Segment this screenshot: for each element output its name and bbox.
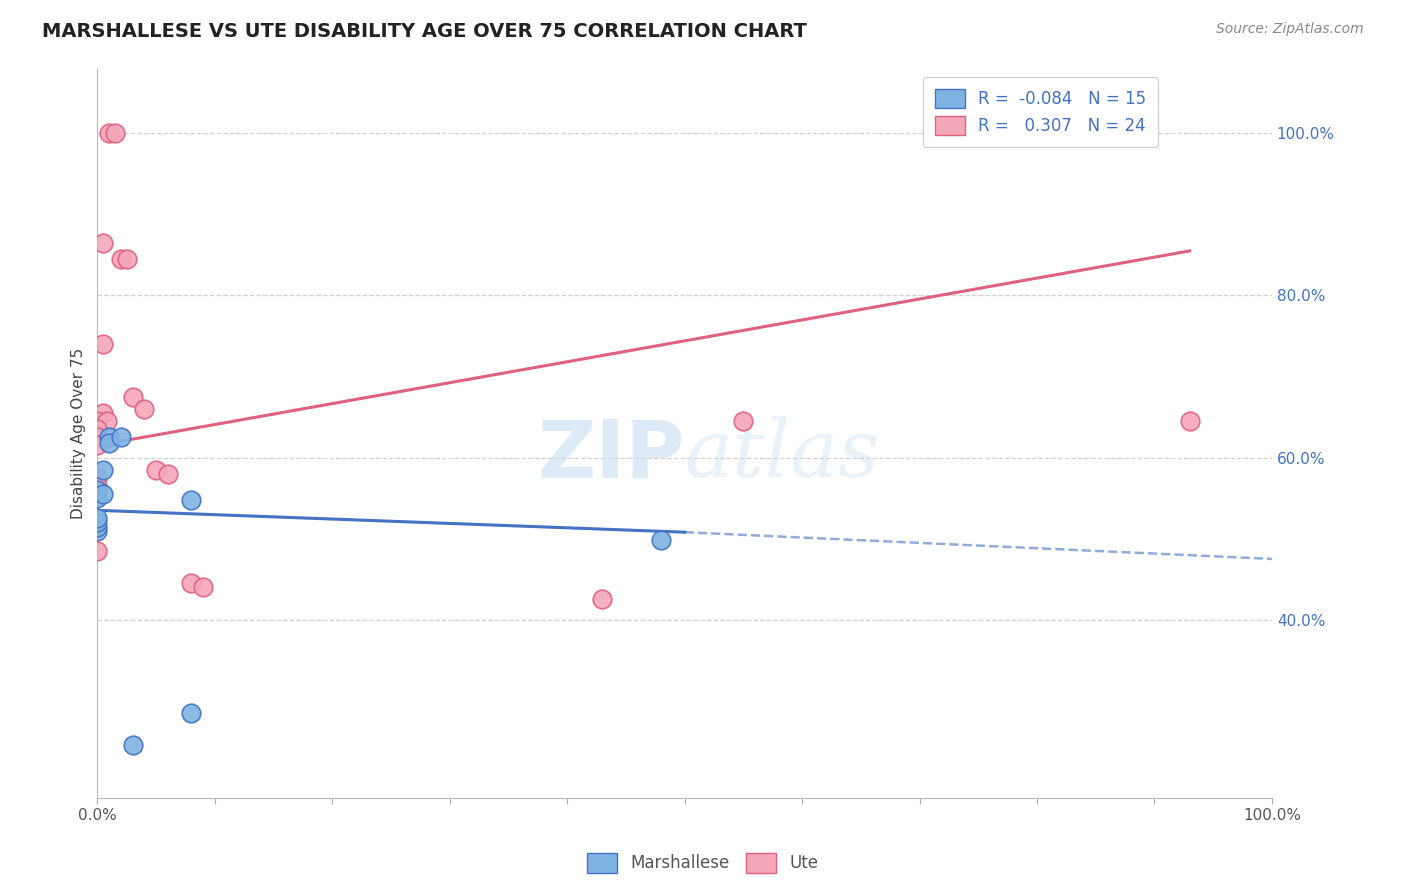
Point: [733, 414, 755, 428]
Y-axis label: Disability Age Over 75: Disability Age Over 75: [72, 348, 86, 519]
Point: [180, 706, 202, 720]
Point: [86, 519, 108, 533]
Point: [86, 479, 108, 493]
Text: ZIP: ZIP: [537, 417, 685, 494]
Text: MARSHALLESE VS UTE DISABILITY AGE OVER 75 CORRELATION CHART: MARSHALLESE VS UTE DISABILITY AGE OVER 7…: [42, 22, 807, 41]
Point: [650, 533, 672, 548]
Text: Source: ZipAtlas.com: Source: ZipAtlas.com: [1216, 22, 1364, 37]
Point: [110, 252, 132, 266]
Point: [86, 438, 108, 452]
Point: [86, 491, 108, 505]
Legend: Marshallese, Ute: Marshallese, Ute: [581, 847, 825, 880]
Point: [180, 492, 202, 507]
Point: [98, 127, 121, 141]
Point: [191, 580, 214, 594]
Point: [1178, 414, 1201, 428]
Point: [180, 576, 202, 591]
Point: [98, 436, 121, 450]
Point: [591, 592, 613, 607]
Legend: R =  -0.084   N = 15, R =   0.307   N = 24: R = -0.084 N = 15, R = 0.307 N = 24: [924, 77, 1159, 147]
Point: [86, 471, 108, 485]
Point: [86, 430, 108, 444]
Point: [91, 235, 114, 250]
Point: [121, 390, 143, 404]
Point: [91, 487, 114, 501]
Text: atlas: atlas: [685, 417, 880, 494]
Point: [86, 524, 108, 538]
Point: [121, 739, 143, 753]
Point: [145, 463, 167, 477]
Point: [115, 252, 138, 266]
Point: [91, 406, 114, 420]
Point: [86, 516, 108, 530]
Point: [104, 127, 127, 141]
Point: [110, 430, 132, 444]
Point: [134, 401, 156, 416]
Point: [91, 337, 114, 351]
Point: [86, 511, 108, 525]
Point: [86, 483, 108, 497]
Point: [91, 463, 114, 477]
Point: [96, 414, 118, 428]
Point: [86, 414, 108, 428]
Point: [156, 467, 179, 481]
Point: [86, 544, 108, 558]
Point: [98, 430, 121, 444]
Point: [86, 422, 108, 436]
